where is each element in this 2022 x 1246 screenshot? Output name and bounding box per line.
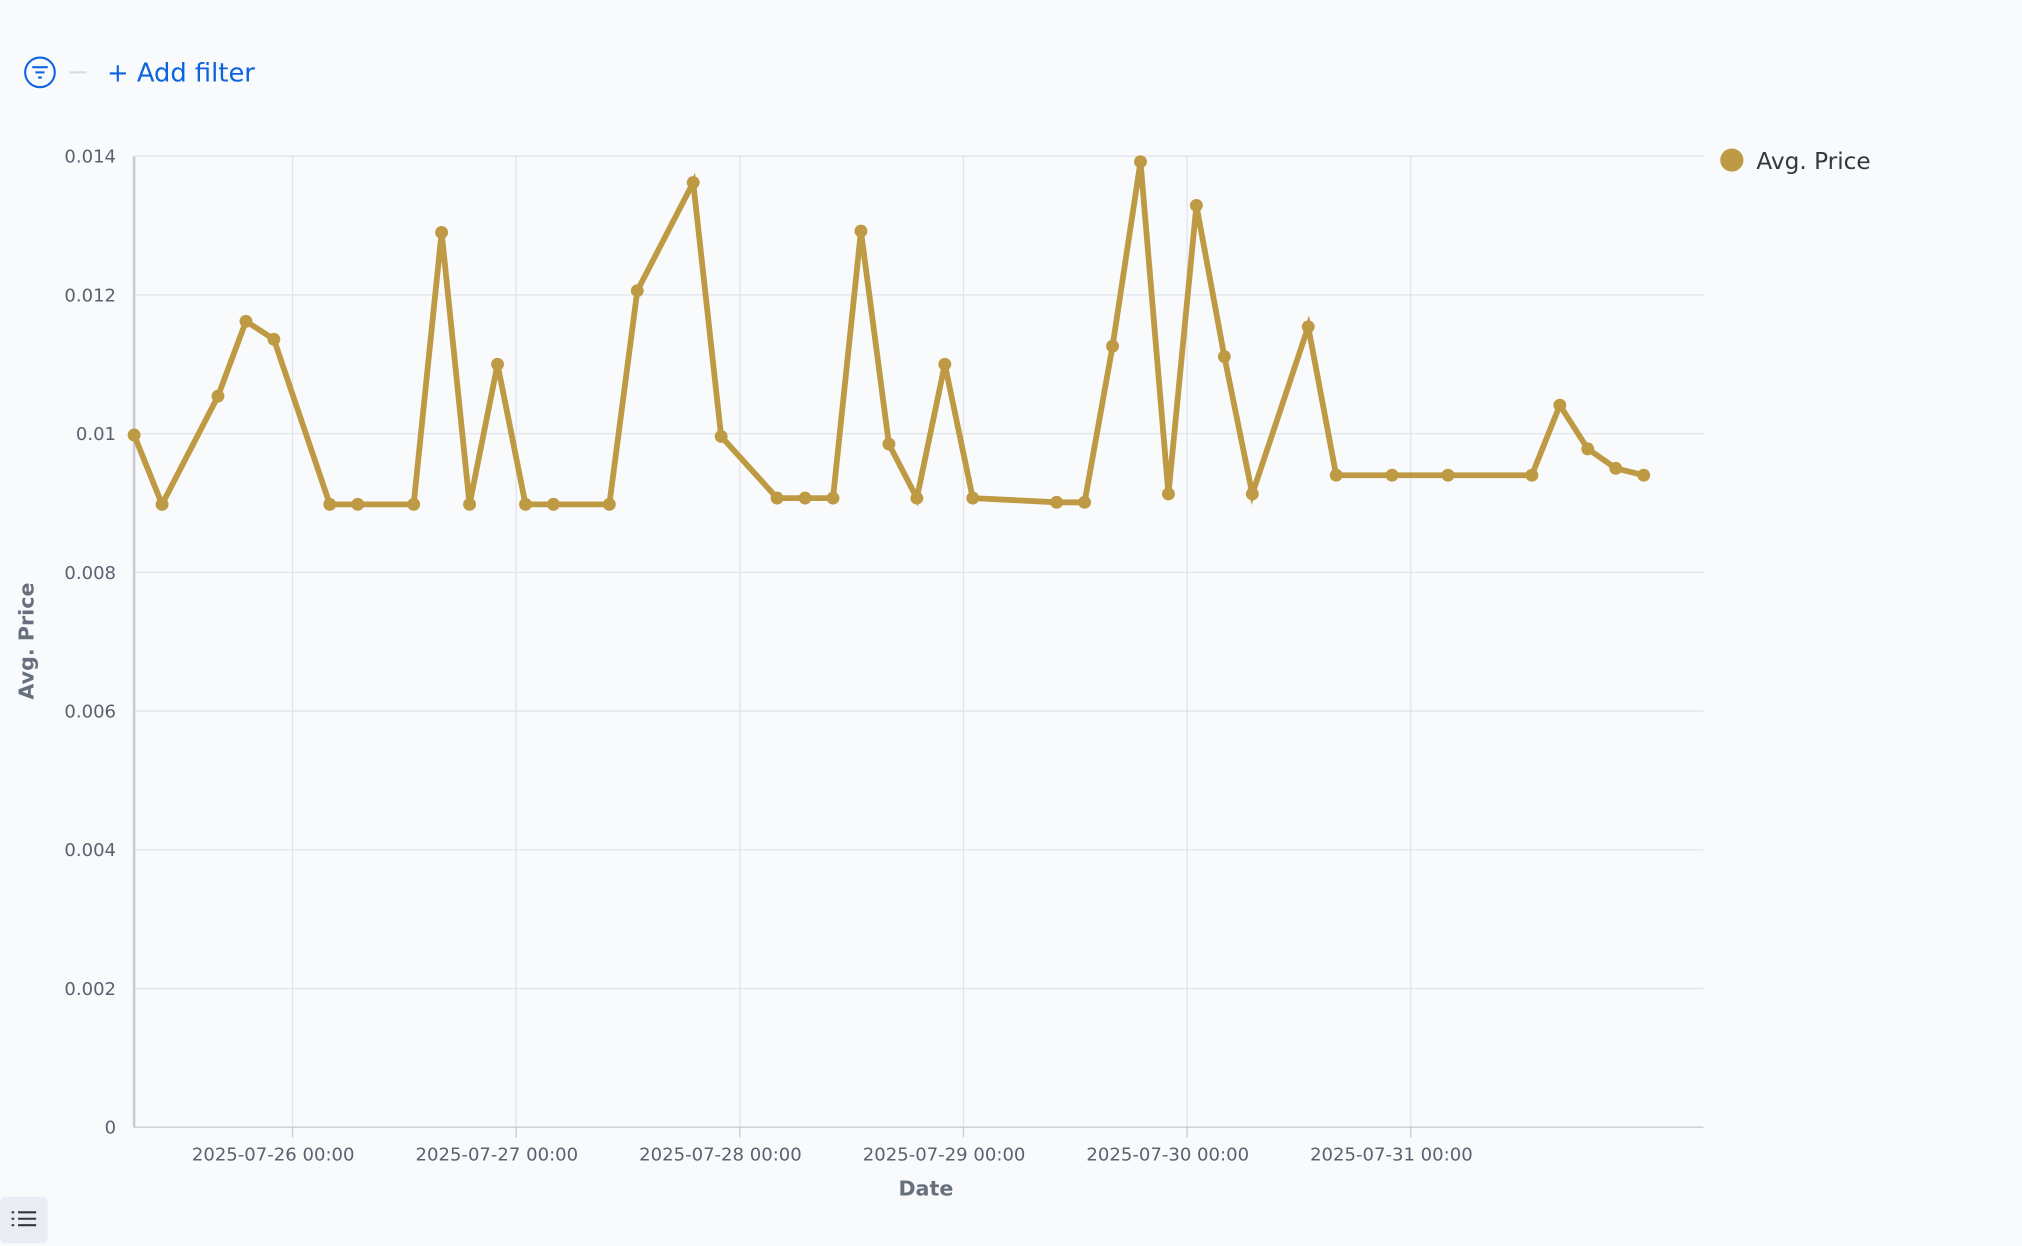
point [1078,495,1092,509]
point [211,389,225,403]
point [1217,350,1231,364]
point [407,497,421,511]
point [770,491,784,505]
point [826,491,840,505]
x-tick-label: 2025-07-30 00:00 [1086,1145,1249,1166]
toggle-button[interactable] [0,1196,48,1244]
point [1553,398,1567,412]
point [463,497,477,511]
x-tick-label: 2025-07-28 00:00 [639,1145,802,1166]
point [239,314,253,328]
y-tick-label: 0.004 [64,840,116,861]
point [1106,339,1119,353]
point [938,357,952,371]
y-axis-label: Avg. Price [15,583,39,700]
line [131,161,1645,512]
point [351,497,365,511]
point [1525,468,1539,482]
point [686,176,700,189]
legend-swatch [1720,148,1744,172]
x-tick-label: 2025-07-29 00:00 [863,1145,1026,1166]
point [882,437,896,451]
filter-icon[interactable] [24,56,56,89]
point [519,497,532,511]
point [966,491,980,505]
point [127,428,141,442]
point [630,284,644,298]
point [854,224,868,238]
point [491,357,504,371]
y-tick-label: 0.002 [64,979,116,1000]
point [1245,487,1259,501]
point [910,491,924,505]
point [323,497,337,511]
x-tick-label: 2025-07-26 00:00 [192,1145,355,1166]
y-tick-label: 0 [105,1118,116,1139]
y-tick-label: 0.01 [76,424,116,445]
legend-label: Avg. Price [1756,148,1870,175]
point [1189,198,1203,212]
point [546,497,560,511]
point [714,429,728,443]
y-tick-label: 0.006 [64,702,116,723]
add-filter[interactable]: + Add filter [107,58,255,88]
point [1637,468,1651,482]
point [1581,442,1595,456]
point [1301,320,1315,334]
point [155,497,169,511]
x-tick-label: 2025-07-31 00:00 [1310,1145,1473,1166]
y-tick-label: 0.012 [64,285,116,306]
x-tick-label: 2025-07-27 00:00 [416,1145,579,1166]
point [798,491,812,505]
x-axis-label: Date [898,1177,953,1201]
point [1385,468,1399,482]
point [435,226,449,239]
point [1441,468,1455,482]
point [1050,495,1064,509]
point [267,332,281,346]
point [1134,155,1147,169]
point [1162,487,1175,501]
point [602,497,616,511]
y-tick-label: 0.014 [64,147,116,168]
y-tick-label: 0.008 [64,563,116,584]
point [1329,468,1343,482]
point [1609,461,1623,475]
